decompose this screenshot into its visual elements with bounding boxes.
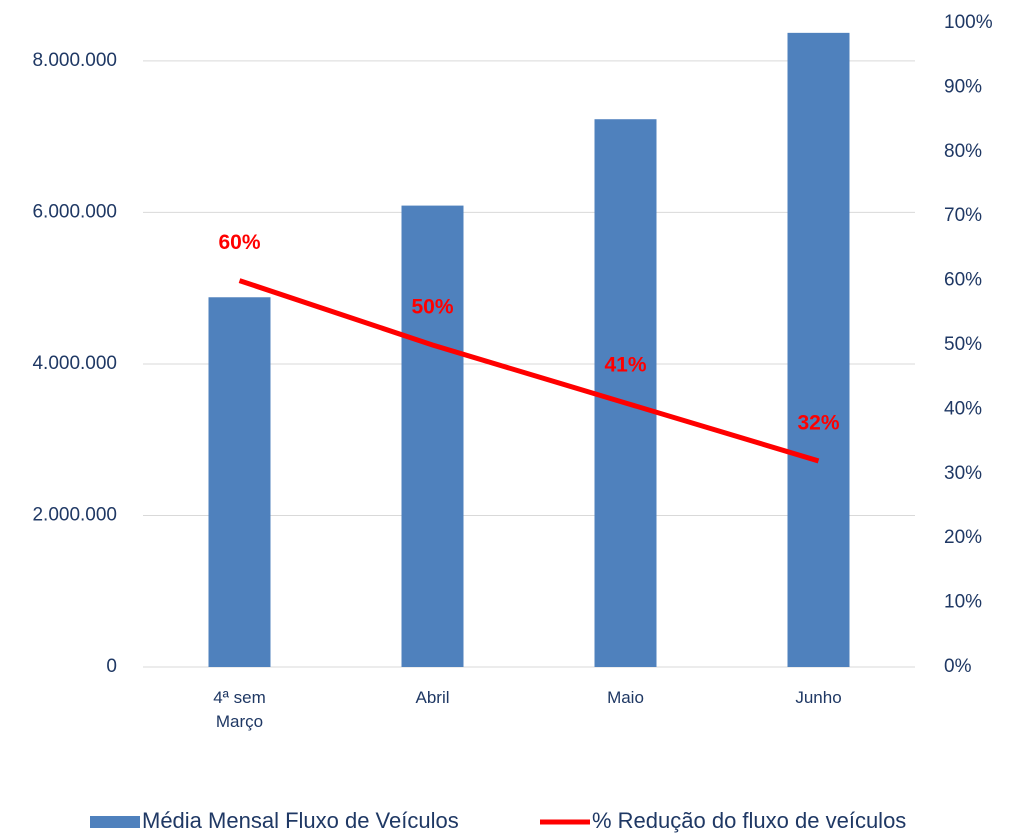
y2-tick-label: 80%: [944, 141, 982, 162]
data-label: 32%: [797, 411, 839, 434]
data-label: 60%: [218, 231, 260, 254]
y2-tick-label: 50%: [944, 334, 982, 355]
data-label: 41%: [604, 354, 646, 377]
y2-tick-label: 10%: [944, 592, 982, 613]
data-label: 50%: [411, 296, 453, 319]
bar: [401, 205, 464, 667]
y-tick-label: 8.000.000: [32, 50, 117, 71]
bar: [787, 32, 850, 667]
x-tick-label: Maio: [607, 688, 644, 707]
legend-swatch: [90, 816, 140, 828]
y-tick-label: 6.000.000: [32, 201, 117, 222]
y2-tick-label: 100%: [944, 12, 993, 33]
x-tick-label: 4ª sem Março: [213, 688, 266, 731]
y2-tick-label: 40%: [944, 398, 982, 419]
y-tick-label: 2.000.000: [32, 504, 117, 525]
y-tick-label: 4.000.000: [32, 353, 117, 374]
y2-tick-label: 0%: [944, 656, 972, 677]
line: [238, 278, 820, 464]
legend-label: Média Mensal Fluxo de Veículos: [142, 808, 459, 833]
bar: [208, 297, 271, 667]
x-tick-label: Abril: [415, 688, 450, 707]
legend-label: % Redução do fluxo de veículos: [592, 808, 906, 833]
y2-tick-label: 20%: [944, 527, 982, 548]
x-tick-label: Junho: [795, 688, 842, 707]
y2-tick-label: 90%: [944, 76, 982, 97]
y-tick-label: 0: [106, 656, 117, 677]
y2-tick-label: 30%: [944, 463, 982, 484]
bar: [594, 119, 657, 667]
y2-tick-label: 60%: [944, 270, 982, 291]
y2-tick-label: 70%: [944, 205, 982, 226]
